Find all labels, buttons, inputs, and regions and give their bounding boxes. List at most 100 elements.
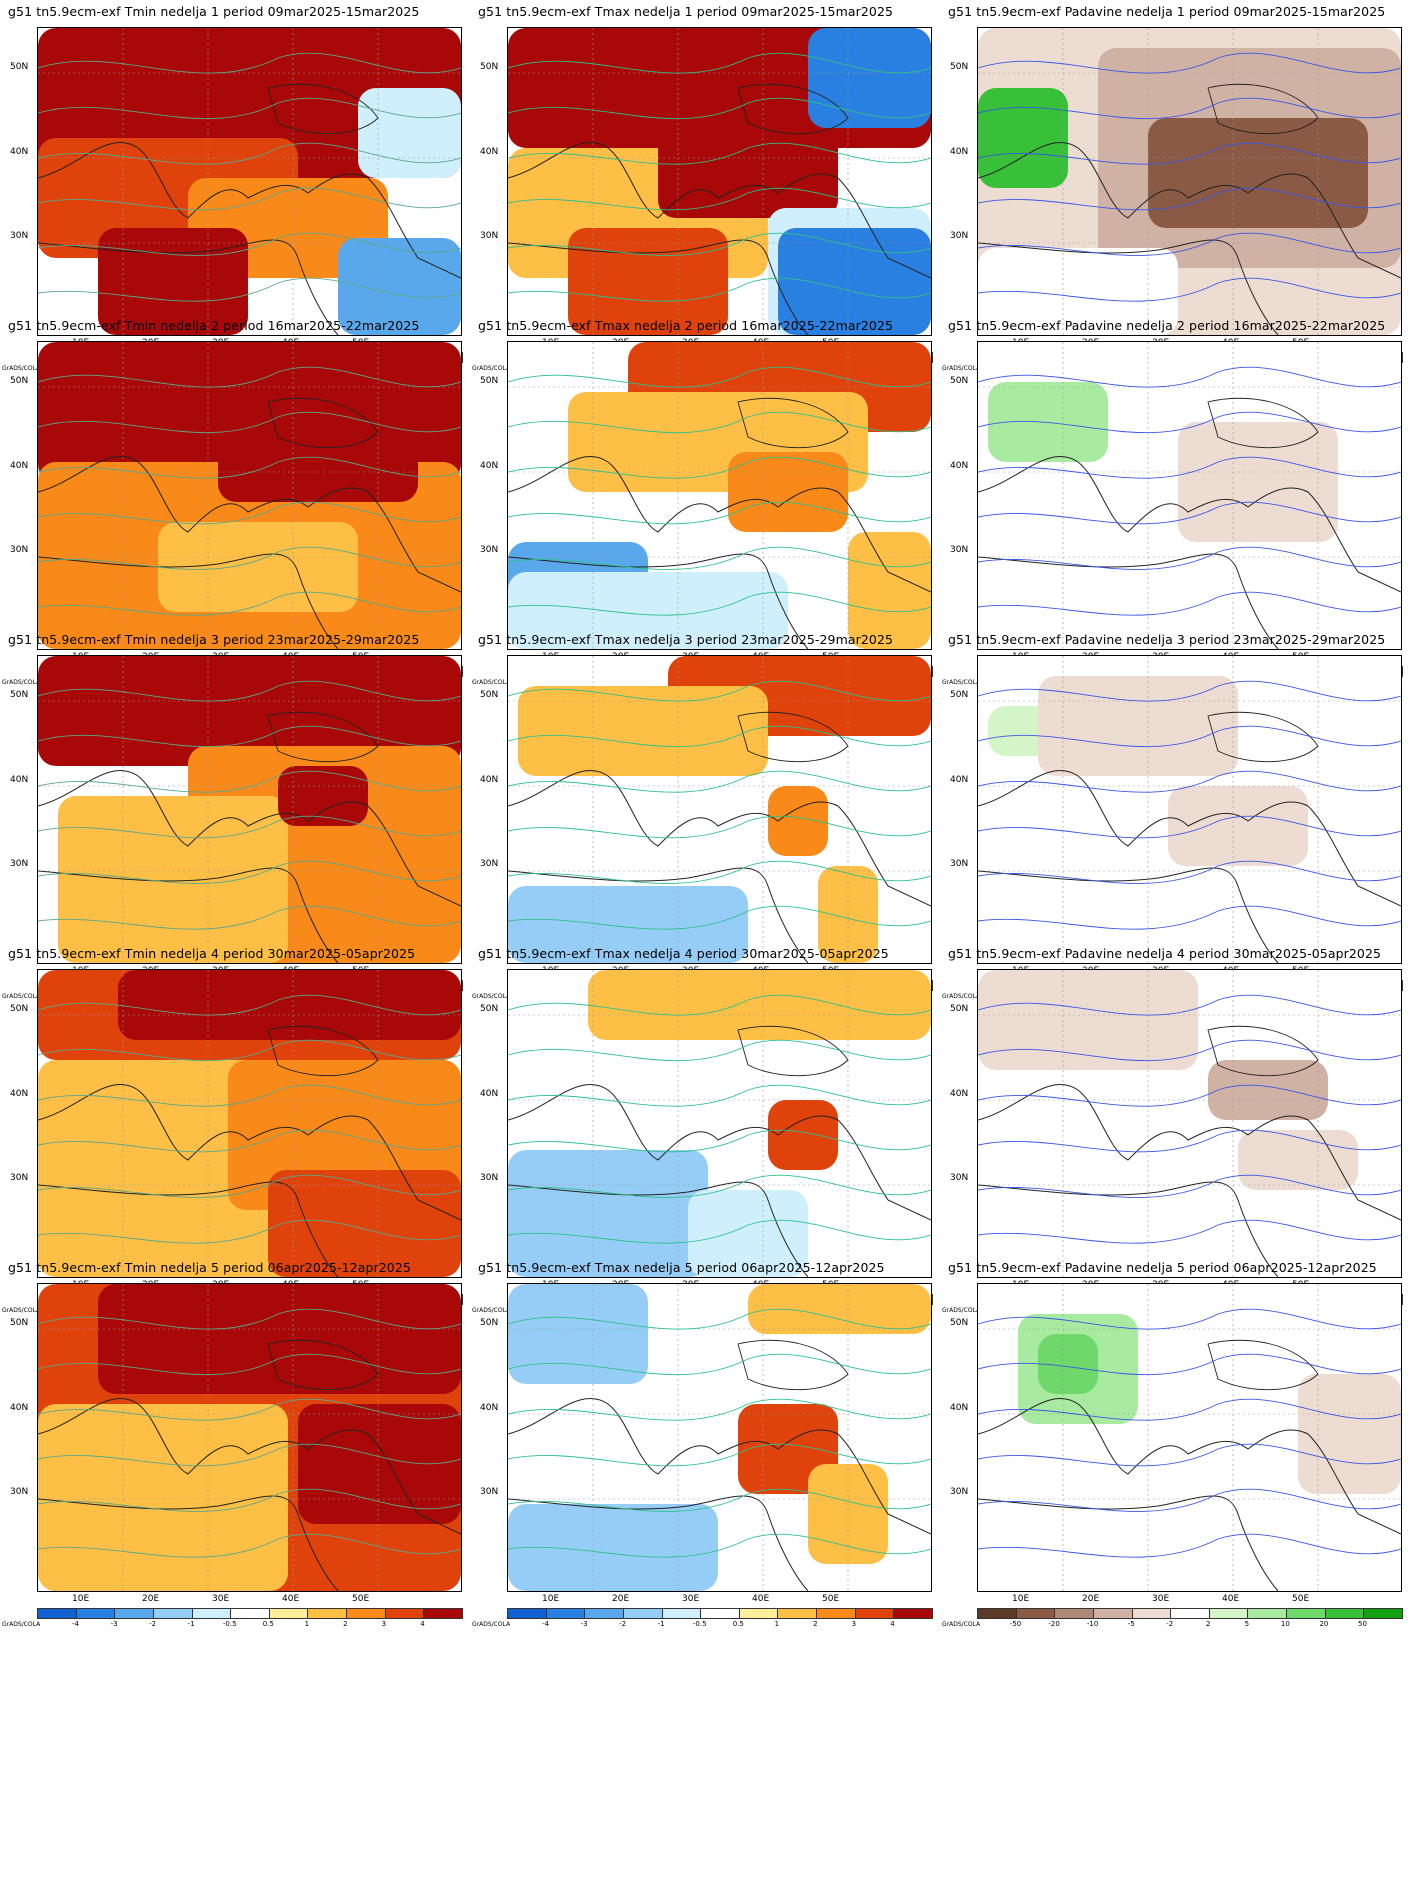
- lon-label: 30E: [1152, 1594, 1170, 1604]
- black-sea-outline: [267, 83, 379, 135]
- lat-label: 50N: [480, 376, 499, 386]
- shaded-region: [508, 572, 788, 649]
- shaded-region: [268, 1170, 461, 1277]
- color-scale-swatch: [1364, 1609, 1403, 1618]
- color-scale-swatch: [855, 1609, 895, 1618]
- contour-line: [508, 770, 931, 793]
- contour-line: [38, 1488, 461, 1512]
- contour-line: [38, 1353, 461, 1376]
- lat-label: 50N: [10, 62, 29, 72]
- panel-title: g51 tn5.9ecm-exf Tmax nedelja 5 period 0…: [478, 1260, 885, 1275]
- black-sea-outline: [737, 83, 849, 135]
- contour-line: [978, 366, 1401, 388]
- lon-label: 30E: [212, 1594, 230, 1604]
- panel-title: g51 tn5.9ecm-exf Tmin nedelja 3 period 2…: [8, 632, 420, 647]
- map-area: [977, 969, 1402, 1278]
- coastline: [978, 1495, 1279, 1591]
- shaded-region: [38, 656, 461, 766]
- shaded-region: [768, 786, 828, 856]
- contour-line: [978, 97, 1401, 120]
- lat-label: 30N: [480, 1173, 499, 1183]
- panel-title: g51 tn5.9ecm-exf Tmin nedelja 5 period 0…: [8, 1260, 411, 1275]
- map-area: [37, 1283, 462, 1592]
- color-scale-swatch: [701, 1609, 740, 1618]
- shaded-region: [748, 1284, 931, 1334]
- contour-line: [38, 546, 461, 570]
- contour-line: [38, 591, 461, 616]
- lat-label: 50N: [480, 62, 499, 72]
- black-sea-outline: [1207, 397, 1319, 449]
- panel-title: g51 tn5.9ecm-exf Padavine nedelja 4 peri…: [948, 946, 1382, 961]
- color-scale-swatch: [508, 1609, 547, 1618]
- coastline: [38, 553, 339, 649]
- map-panel-tmax-week-5: g51 tn5.9ecm-exf Tmax nedelja 5 period 0…: [470, 1256, 940, 1635]
- color-scale-swatch: [978, 1609, 1017, 1618]
- grads-credit: GrADS/COLA: [472, 993, 511, 1000]
- contour-line: [508, 1174, 931, 1198]
- shaded-region: [1148, 118, 1368, 228]
- coastline: [978, 1181, 1279, 1277]
- color-scale-label: 4: [420, 1620, 425, 1628]
- lon-label: 50E: [1292, 1594, 1310, 1604]
- shaded-region: [778, 228, 931, 335]
- black-sea-outline: [737, 1025, 849, 1077]
- map-field: [508, 1284, 931, 1591]
- contour-line: [508, 52, 931, 74]
- color-scale-swatch: [308, 1609, 348, 1618]
- color-scale-swatch: [1132, 1609, 1172, 1618]
- shaded-region: [1038, 1334, 1098, 1394]
- contour-line: [508, 232, 931, 256]
- contour-line: [508, 1398, 931, 1421]
- contour-line: [38, 1129, 461, 1153]
- shaded-region: [278, 766, 368, 826]
- color-scale-swatch: [1055, 1609, 1094, 1618]
- color-scale-bar: [977, 1608, 1403, 1619]
- lon-label: 40E: [752, 1594, 770, 1604]
- contour-line: [38, 142, 461, 165]
- color-scale-swatch: [76, 1609, 116, 1618]
- lat-label: 40N: [950, 1403, 969, 1413]
- contour-line: [38, 52, 461, 74]
- map-panel-tmin-week-2: g51 tn5.9ecm-exf Tmin nedelja 2 period 1…: [0, 314, 470, 693]
- shaded-region: [848, 532, 931, 649]
- contour-line: [38, 1308, 461, 1330]
- color-scale-label: -10: [1086, 1620, 1099, 1628]
- coastline: [978, 1084, 1401, 1221]
- shaded-region: [358, 88, 461, 178]
- coastline: [978, 1398, 1401, 1535]
- map-area: [977, 655, 1402, 964]
- lat-label: 40N: [950, 147, 969, 157]
- contour-line: [978, 1084, 1401, 1107]
- panel-title: g51 tn5.9ecm-exf Padavine nedelja 1 peri…: [948, 4, 1386, 19]
- map-field: [38, 28, 461, 335]
- contour-line: [978, 815, 1401, 839]
- shaded-region: [38, 1404, 288, 1591]
- contour-line: [978, 232, 1401, 256]
- map-panel-tmin-week-1: g51 tn5.9ecm-exf Tmin nedelja 1 period 0…: [0, 0, 470, 379]
- shaded-region: [1298, 1374, 1401, 1494]
- contour-line: [508, 1219, 931, 1244]
- contour-line: [508, 815, 931, 839]
- contour-line: [38, 994, 461, 1016]
- lon-label: 40E: [282, 1594, 300, 1604]
- contour-line: [38, 725, 461, 748]
- shaded-region: [508, 1284, 648, 1384]
- shaded-region: [768, 1100, 838, 1170]
- black-sea-outline: [267, 711, 379, 763]
- shaded-region: [1038, 676, 1238, 776]
- color-scale-swatch: [231, 1609, 270, 1618]
- contour-line: [508, 187, 931, 211]
- coastline: [978, 456, 1401, 593]
- contour-line: [508, 501, 931, 525]
- map-field: [978, 970, 1401, 1277]
- coastline: [978, 553, 1279, 649]
- coastline: [508, 1181, 809, 1277]
- map-panel-tmax-week-2: g51 tn5.9ecm-exf Tmax nedelja 2 period 1…: [470, 314, 940, 693]
- color-scale-swatch: [153, 1609, 193, 1618]
- shaded-region: [978, 970, 1198, 1070]
- color-scale-label: 1: [304, 1620, 310, 1628]
- contour-line: [38, 277, 461, 302]
- lon-label: 20E: [142, 1594, 160, 1604]
- contour-line: [38, 187, 461, 211]
- color-scale-swatch: [192, 1609, 232, 1618]
